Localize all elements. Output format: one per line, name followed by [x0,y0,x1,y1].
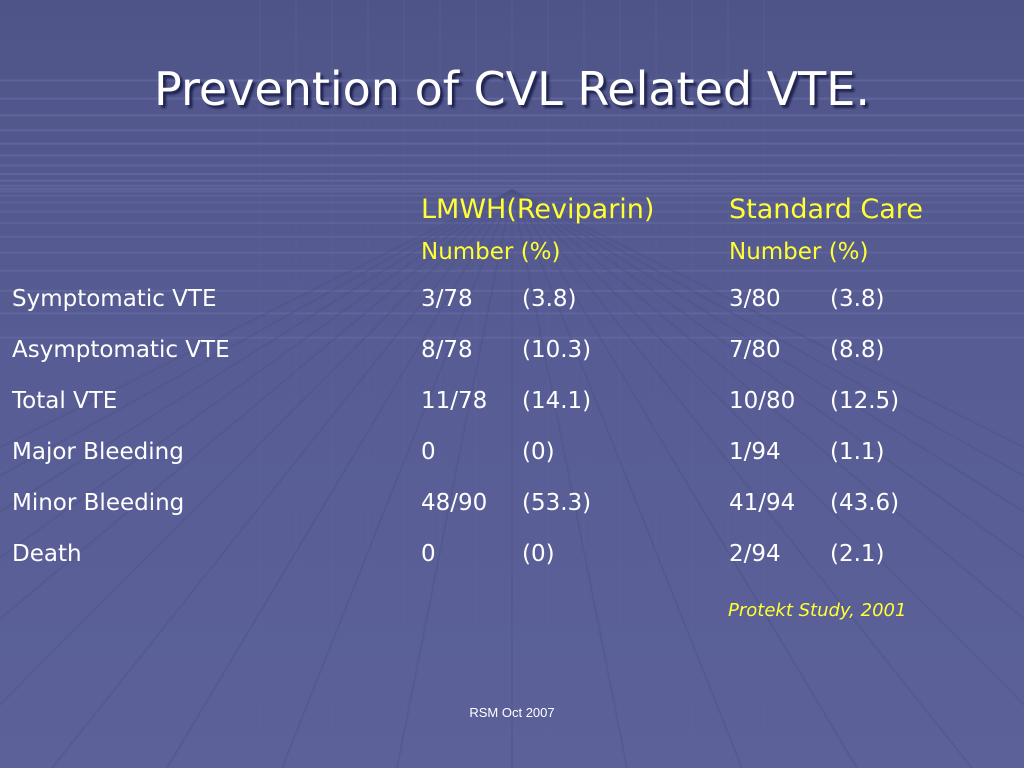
lmwh-number: 0 [421,541,436,567]
lmwh-percent: (0) [522,541,555,567]
lmwh-percent: (3.8) [522,286,577,312]
row-label: Asymptomatic VTE [12,337,230,363]
standard-care-number: 10/80 [729,388,796,414]
citation: Protekt Study, 2001 [728,600,907,621]
lmwh-number: 3/78 [421,286,473,312]
column-subheading-lmwh: Number (%) [421,239,561,265]
slide-title: Prevention of CVL Related VTE. [154,62,870,116]
standard-care-number: 3/80 [729,286,781,312]
standard-care-percent: (3.8) [830,286,885,312]
lmwh-number: 48/90 [421,490,488,516]
row-label: Symptomatic VTE [12,286,217,312]
lmwh-number: 8/78 [421,337,473,363]
lmwh-percent: (14.1) [522,388,592,414]
standard-care-percent: (43.6) [830,490,900,516]
standard-care-number: 41/94 [729,490,796,516]
lmwh-percent: (0) [522,439,555,465]
column-heading-standard-care: Standard Care [729,194,923,225]
column-subheading-standard-care: Number (%) [729,239,869,265]
standard-care-number: 2/94 [729,541,781,567]
standard-care-number: 1/94 [729,439,781,465]
standard-care-percent: (12.5) [830,388,900,414]
standard-care-percent: (1.1) [830,439,885,465]
column-heading-lmwh: LMWH(Reviparin) [421,194,655,225]
lmwh-number: 0 [421,439,436,465]
standard-care-percent: (8.8) [830,337,885,363]
row-label: Major Bleeding [12,439,184,465]
row-label: Death [12,541,82,567]
lmwh-percent: (10.3) [522,337,592,363]
slide-footer: RSM Oct 2007 [469,705,555,720]
lmwh-number: 11/78 [421,388,488,414]
row-label: Minor Bleeding [12,490,185,516]
row-label: Total VTE [12,388,118,414]
lmwh-percent: (53.3) [522,490,592,516]
standard-care-percent: (2.1) [830,541,885,567]
standard-care-number: 7/80 [729,337,781,363]
